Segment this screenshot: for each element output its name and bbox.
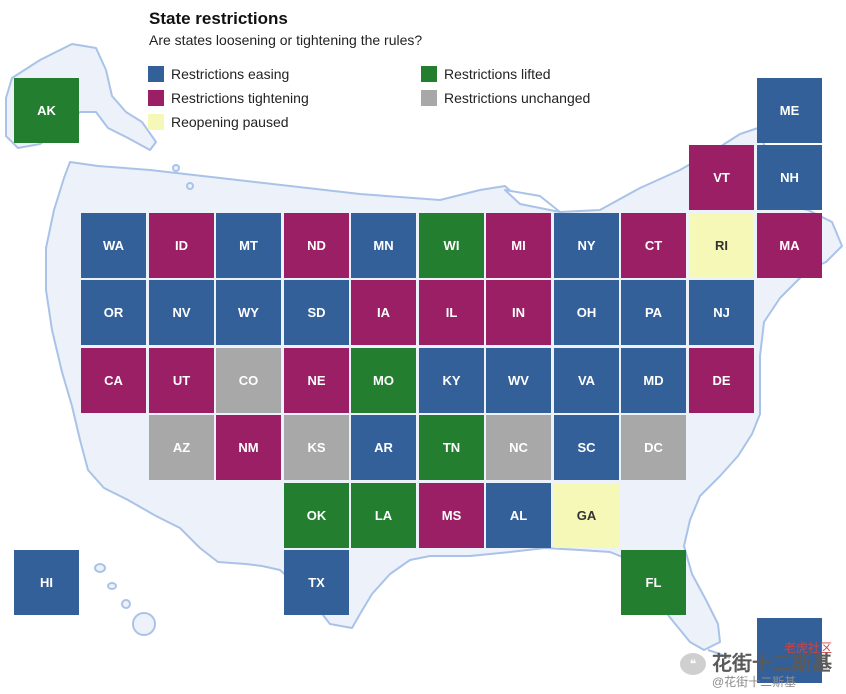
state-tile-ga[interactable]: GA [554,483,619,548]
great-lakes-outline [504,189,561,213]
state-tile-wv[interactable]: WV [486,348,551,413]
watermark-text: 老虎社区 花街十二斯基 @花街十二斯基 [712,640,832,688]
state-tile-tn[interactable]: TN [419,415,484,480]
state-tile-ok[interactable]: OK [284,483,349,548]
state-tile-fl[interactable]: FL [621,550,686,615]
florida-keys [707,649,731,659]
state-tile-ne[interactable]: NE [284,348,349,413]
state-tile-il[interactable]: IL [419,280,484,345]
legend-item-easing: Restrictions easing [148,66,289,82]
hawaii-island [107,582,117,590]
legend-item-paused: Reopening paused [148,114,289,130]
hawaii-island [121,599,131,609]
state-tile-md[interactable]: MD [621,348,686,413]
state-tile-dc[interactable]: DC [621,415,686,480]
state-tile-pa[interactable]: PA [621,280,686,345]
legend-swatch-lifted [421,66,437,82]
state-tile-oh[interactable]: OH [554,280,619,345]
state-tile-ia[interactable]: IA [351,280,416,345]
legend-swatch-unchanged [421,90,437,106]
state-tile-mi[interactable]: MI [486,213,551,278]
state-tile-nj[interactable]: NJ [689,280,754,345]
state-tile-partial[interactable] [757,618,822,683]
state-tile-ut[interactable]: UT [149,348,214,413]
state-tile-ky[interactable]: KY [419,348,484,413]
legend-swatch-easing [148,66,164,82]
state-tile-ny[interactable]: NY [554,213,619,278]
state-tile-mn[interactable]: MN [351,213,416,278]
state-tile-ca[interactable]: CA [81,348,146,413]
coastal-island [172,164,180,172]
hawaii-island [94,563,106,573]
state-tile-me[interactable]: ME [757,78,822,143]
wechat-logo-icon: ❝ [680,653,706,675]
state-tile-co[interactable]: CO [216,348,281,413]
state-tile-sc[interactable]: SC [554,415,619,480]
state-tile-ks[interactable]: KS [284,415,349,480]
hawaii-island [132,612,156,636]
state-tile-va[interactable]: VA [554,348,619,413]
state-tile-tx[interactable]: TX [284,550,349,615]
coastal-island [186,182,194,190]
state-tile-de[interactable]: DE [689,348,754,413]
watermark-small: @花街十二斯基 [712,675,797,689]
legend-item-unchanged: Restrictions unchanged [421,90,590,106]
legend-swatch-paused [148,114,164,130]
state-tile-ms[interactable]: MS [419,483,484,548]
state-tile-sd[interactable]: SD [284,280,349,345]
state-tile-id[interactable]: ID [149,213,214,278]
watermark-corner: 老虎社区 [783,641,832,655]
state-tile-az[interactable]: AZ [149,415,214,480]
state-tile-in[interactable]: IN [486,280,551,345]
map-subtitle: Are states loosening or tightening the r… [149,32,423,48]
state-tile-or[interactable]: OR [81,280,146,345]
state-tile-ma[interactable]: MA [757,213,822,278]
state-tile-ar[interactable]: AR [351,415,416,480]
legend-label: Restrictions unchanged [444,90,591,106]
state-tile-ct[interactable]: CT [621,213,686,278]
watermark: ❝ 老虎社区 花街十二斯基 @花街十二斯基 [680,640,832,688]
legend-item-lifted: Restrictions lifted [421,66,551,82]
state-tile-la[interactable]: LA [351,483,416,548]
state-tile-nd[interactable]: ND [284,213,349,278]
state-tile-vt[interactable]: VT [689,145,754,210]
legend-label: Reopening paused [171,114,289,130]
legend-label: Restrictions easing [171,66,290,82]
state-tile-nm[interactable]: NM [216,415,281,480]
legend-label: Restrictions lifted [444,66,551,82]
state-tile-mt[interactable]: MT [216,213,281,278]
state-tile-mo[interactable]: MO [351,348,416,413]
watermark-big: 花街十二斯基 [712,653,832,675]
state-tile-hi[interactable]: HI [14,550,79,615]
state-tile-wa[interactable]: WA [81,213,146,278]
legend-swatch-tightening [148,90,164,106]
legend-item-tightening: Restrictions tightening [148,90,309,106]
state-tile-wy[interactable]: WY [216,280,281,345]
state-tile-wi[interactable]: WI [419,213,484,278]
state-tile-ri[interactable]: RI [689,213,754,278]
state-tile-nc[interactable]: NC [486,415,551,480]
state-tile-al[interactable]: AL [486,483,551,548]
state-tile-nh[interactable]: NH [757,145,822,210]
map-title: State restrictions [149,9,288,28]
state-tile-nv[interactable]: NV [149,280,214,345]
state-tile-ak[interactable]: AK [14,78,79,143]
legend-label: Restrictions tightening [171,90,309,106]
